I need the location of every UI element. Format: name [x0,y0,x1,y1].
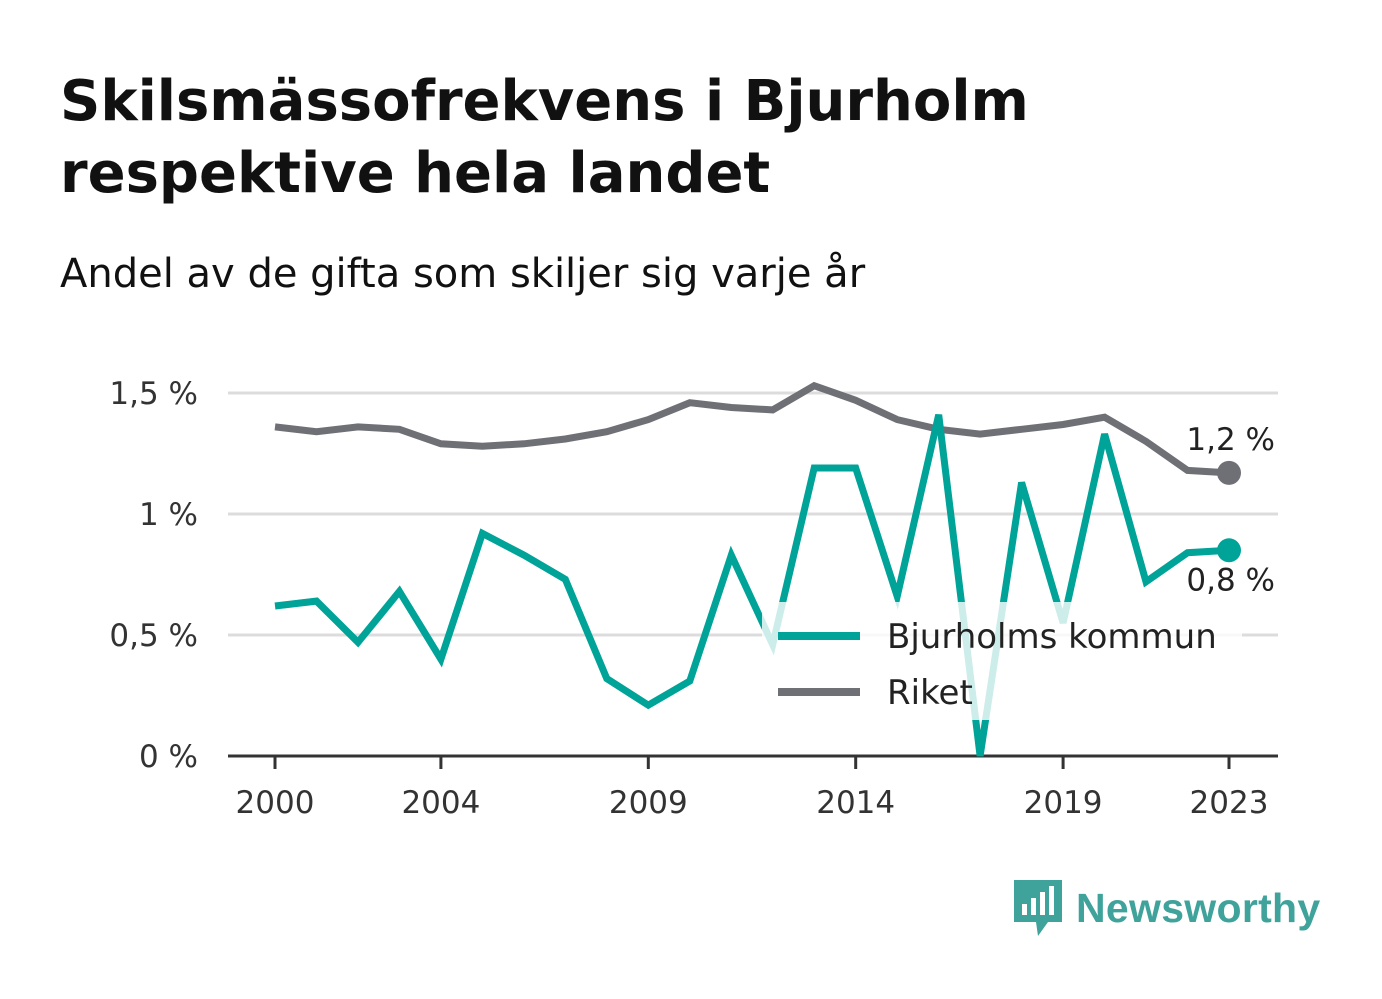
axes: 0 % 0,5 % 1 % 1,5 % 2000 2004 2009 2014 2019 2023 [109,376,1278,821]
chart-title: Skilsmässofrekvens i Bjurholm respektive… [60,69,1029,206]
line-chart: 0 % 0,5 % 1 % 1,5 % 2000 2004 2009 2014 2019 2023… [109,376,1278,821]
end-marker [1217,538,1241,563]
legend-background [762,602,1242,720]
end-labels: 0,8 % 1,2 % [1186,422,1275,598]
series-lines [274,381,1230,757]
x-tick-label: 2019 [1024,785,1103,821]
y-tick-label: 0,5 % [109,618,198,654]
x-tick-label: 2009 [609,785,688,821]
newsworthy-logo: Newsworthy [1012,878,1321,938]
end-value-label: 1,2 % [1186,422,1275,458]
legend-label: Bjurholms kommun [887,617,1217,657]
x-tick-label: 2004 [401,785,480,821]
series-line [274,414,1230,757]
legend: Bjurholms kommun Riket [762,602,1242,720]
bar-chart-speech-bubble-icon [1014,880,1062,936]
end-marker [1217,460,1241,485]
x-tick-label: 2000 [236,785,315,821]
brand-name: Newsworthy [1076,884,1321,931]
x-tick-label: 2023 [1190,785,1269,821]
series-line [274,381,1230,477]
x-tick-label: 2014 [816,785,895,821]
chart-subtitle: Andel av de gifta som skiljer sig varje … [60,251,866,297]
end-value-label: 0,8 % [1186,562,1275,598]
legend-label: Riket [887,673,973,713]
y-tick-label: 1,5 % [109,376,198,412]
y-tick-label: 0 % [139,739,198,775]
y-tick-label: 1 % [139,497,198,533]
